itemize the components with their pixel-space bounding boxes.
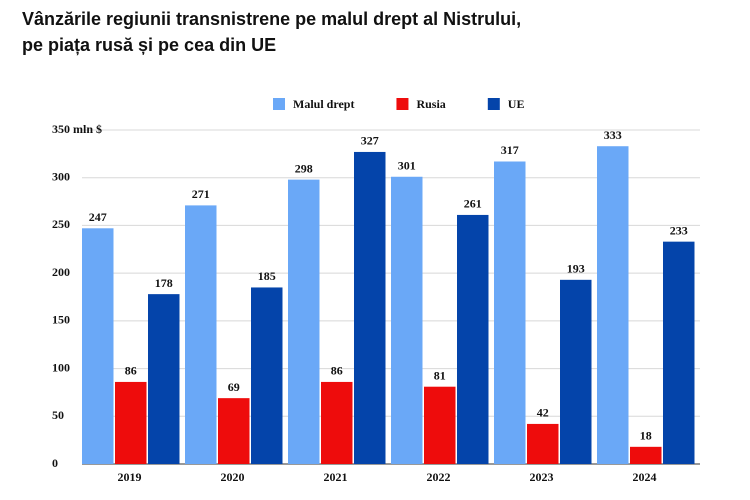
chart-title: Vânzările regiunii transnistrene pe malu…: [22, 9, 521, 55]
x-tick-label: 2023: [530, 470, 554, 484]
bar: [630, 446, 662, 464]
data-label: 86: [331, 364, 343, 378]
bar: [82, 228, 114, 464]
legend-label: UE: [508, 97, 525, 111]
data-label: 301: [398, 159, 416, 173]
data-label: 18: [640, 429, 652, 443]
bar: [597, 146, 629, 465]
data-label: 261: [464, 197, 482, 211]
y-tick-label: 150: [52, 313, 70, 327]
bar: [354, 151, 386, 464]
x-tick-label: 2020: [221, 470, 245, 484]
bar: [185, 205, 217, 465]
data-label: 185: [258, 269, 276, 283]
data-label: 233: [670, 223, 688, 237]
bar: [288, 179, 320, 464]
x-tick-label: 2019: [118, 470, 142, 484]
bar: [391, 176, 423, 464]
data-label: 178: [155, 276, 173, 290]
legend-swatch: [273, 98, 285, 110]
bar: [218, 398, 250, 464]
data-label: 81: [434, 368, 446, 382]
legend-label: Rusia: [416, 97, 445, 111]
bar: [321, 381, 353, 464]
legend-label: Malul drept: [293, 97, 354, 111]
x-tick-label: 2021: [324, 470, 348, 484]
data-label: 69: [228, 380, 240, 394]
legend-swatch: [396, 98, 409, 110]
y-tick-label: 200: [52, 265, 70, 279]
data-label: 271: [192, 187, 210, 201]
y-tick-label: 250: [52, 217, 70, 231]
data-label: 247: [89, 210, 107, 224]
y-tick-label: 0: [52, 456, 58, 470]
legend-swatch: [487, 98, 500, 110]
bar: [494, 161, 526, 464]
bar: [457, 214, 489, 464]
x-tick-label: 2022: [427, 470, 451, 484]
data-label: 86: [125, 364, 137, 378]
x-tick-label: 2024: [633, 470, 657, 484]
bar: [251, 287, 283, 464]
data-label: 317: [501, 143, 519, 157]
y-tick-label: 300: [52, 169, 70, 183]
bar: [148, 294, 180, 464]
bar: [115, 381, 147, 464]
data-label: 333: [604, 128, 622, 142]
data-label: 193: [567, 262, 585, 276]
y-tick-label: 350 mln $: [52, 122, 102, 136]
bar: [527, 423, 559, 464]
data-label: 298: [295, 161, 313, 175]
data-label: 327: [361, 134, 379, 148]
data-label: 42: [537, 406, 549, 420]
bar: [424, 386, 456, 464]
y-tick-label: 100: [52, 360, 70, 374]
bar: [560, 279, 592, 464]
bar: [663, 241, 695, 464]
y-tick-label: 50: [52, 408, 64, 422]
